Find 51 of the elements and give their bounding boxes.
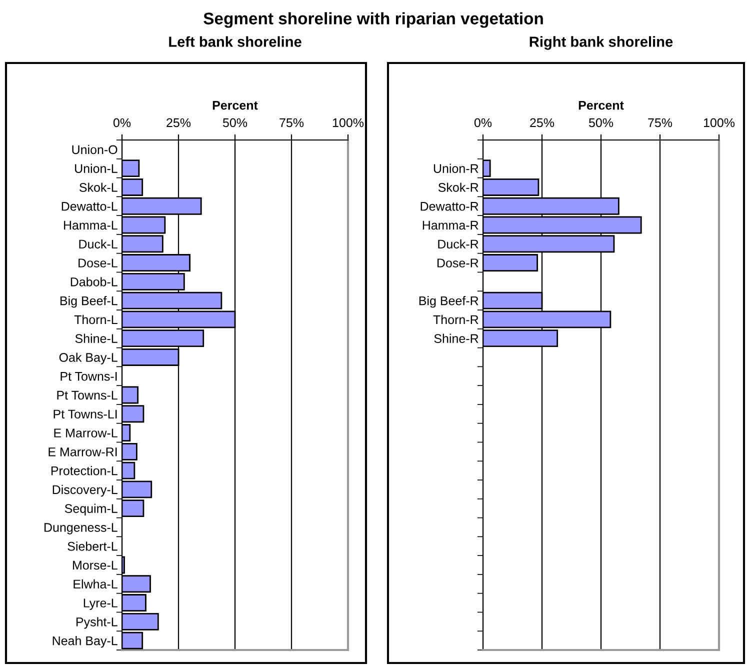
y-tick-label: Pt Towns-L: [57, 390, 118, 400]
y-tick-label: Neah Bay-L: [52, 636, 118, 648]
y-tick-label: Dose-R: [437, 258, 478, 268]
y-tick-label: Pt Towns-LI: [54, 410, 117, 419]
y-tick-label: Hamma-L: [64, 220, 118, 230]
y-tick-label: Big Beef-L: [60, 296, 118, 308]
y-tick-label: Duck-R: [438, 239, 478, 249]
x-tick-label: 100%: [332, 118, 364, 128]
y-tick-label: Union-R: [434, 164, 478, 173]
y-tick-label: Union-O: [72, 144, 118, 154]
y-tick-label: Dewatto-R: [420, 202, 478, 211]
y-tick-label: Shine-L: [75, 334, 118, 343]
y-tick-label: Duck-L: [79, 239, 118, 249]
y-tick-label: Morse-L: [73, 560, 118, 570]
y-tick-label: Discovery-L: [52, 484, 118, 497]
y-tick-label: Lyre-L: [84, 598, 118, 610]
x-axis-title: Percent: [212, 101, 258, 110]
y-tick-label: E Marrow-RI: [48, 448, 117, 456]
y-tick-label: Hamma-R: [422, 220, 478, 230]
y-tick-label: Siebert-L: [68, 542, 118, 551]
y-tick-label: Pysht-L: [76, 617, 118, 629]
x-tick-label: 50%: [222, 118, 248, 128]
y-tick-label: Sequim-L: [64, 504, 118, 516]
y-tick-label: Elwha-L: [74, 579, 118, 589]
x-tick-label: 0%: [474, 118, 492, 128]
y-tick-label: Thorn-L: [74, 314, 118, 324]
y-tick-label: Union-L: [75, 164, 118, 173]
y-tick-label: Big Beef-R: [419, 296, 478, 308]
x-tick-label: 25%: [530, 118, 554, 128]
chart-title: Segment shoreline with riparian vegetation: [204, 12, 543, 28]
x-tick-label: 25%: [166, 118, 191, 128]
y-tick-label: E Marrow-L: [54, 428, 118, 438]
y-tick-label: Dungeness-L: [44, 523, 118, 534]
y-tick-label: Shine-R: [434, 334, 478, 343]
x-tick-label: 75%: [648, 118, 672, 128]
y-tick-label: Dabob-L: [70, 277, 118, 286]
y-tick-label: Oak Bay-L: [59, 352, 118, 364]
x-tick-label: 50%: [588, 118, 614, 128]
y-tick-label: Skok-R: [438, 182, 478, 192]
y-tick-label: Skok-L: [80, 182, 118, 192]
y-tick-label: Dewatto-L: [62, 202, 118, 211]
chart-subtitle: Left bank shoreline: [169, 36, 302, 47]
y-tick-label: Protection-L: [51, 466, 118, 476]
x-tick-label: 100%: [704, 118, 735, 128]
y-tick-label: Dose-L: [78, 258, 118, 268]
y-tick-label: Pt Towns-I: [60, 372, 117, 381]
x-tick-label: 0%: [113, 118, 131, 128]
x-tick-label: 75%: [280, 118, 304, 128]
y-tick-label: Thorn-R: [433, 314, 478, 324]
chart-subtitle: Right bank shoreline: [530, 36, 673, 50]
x-axis-title: Percent: [578, 101, 624, 110]
